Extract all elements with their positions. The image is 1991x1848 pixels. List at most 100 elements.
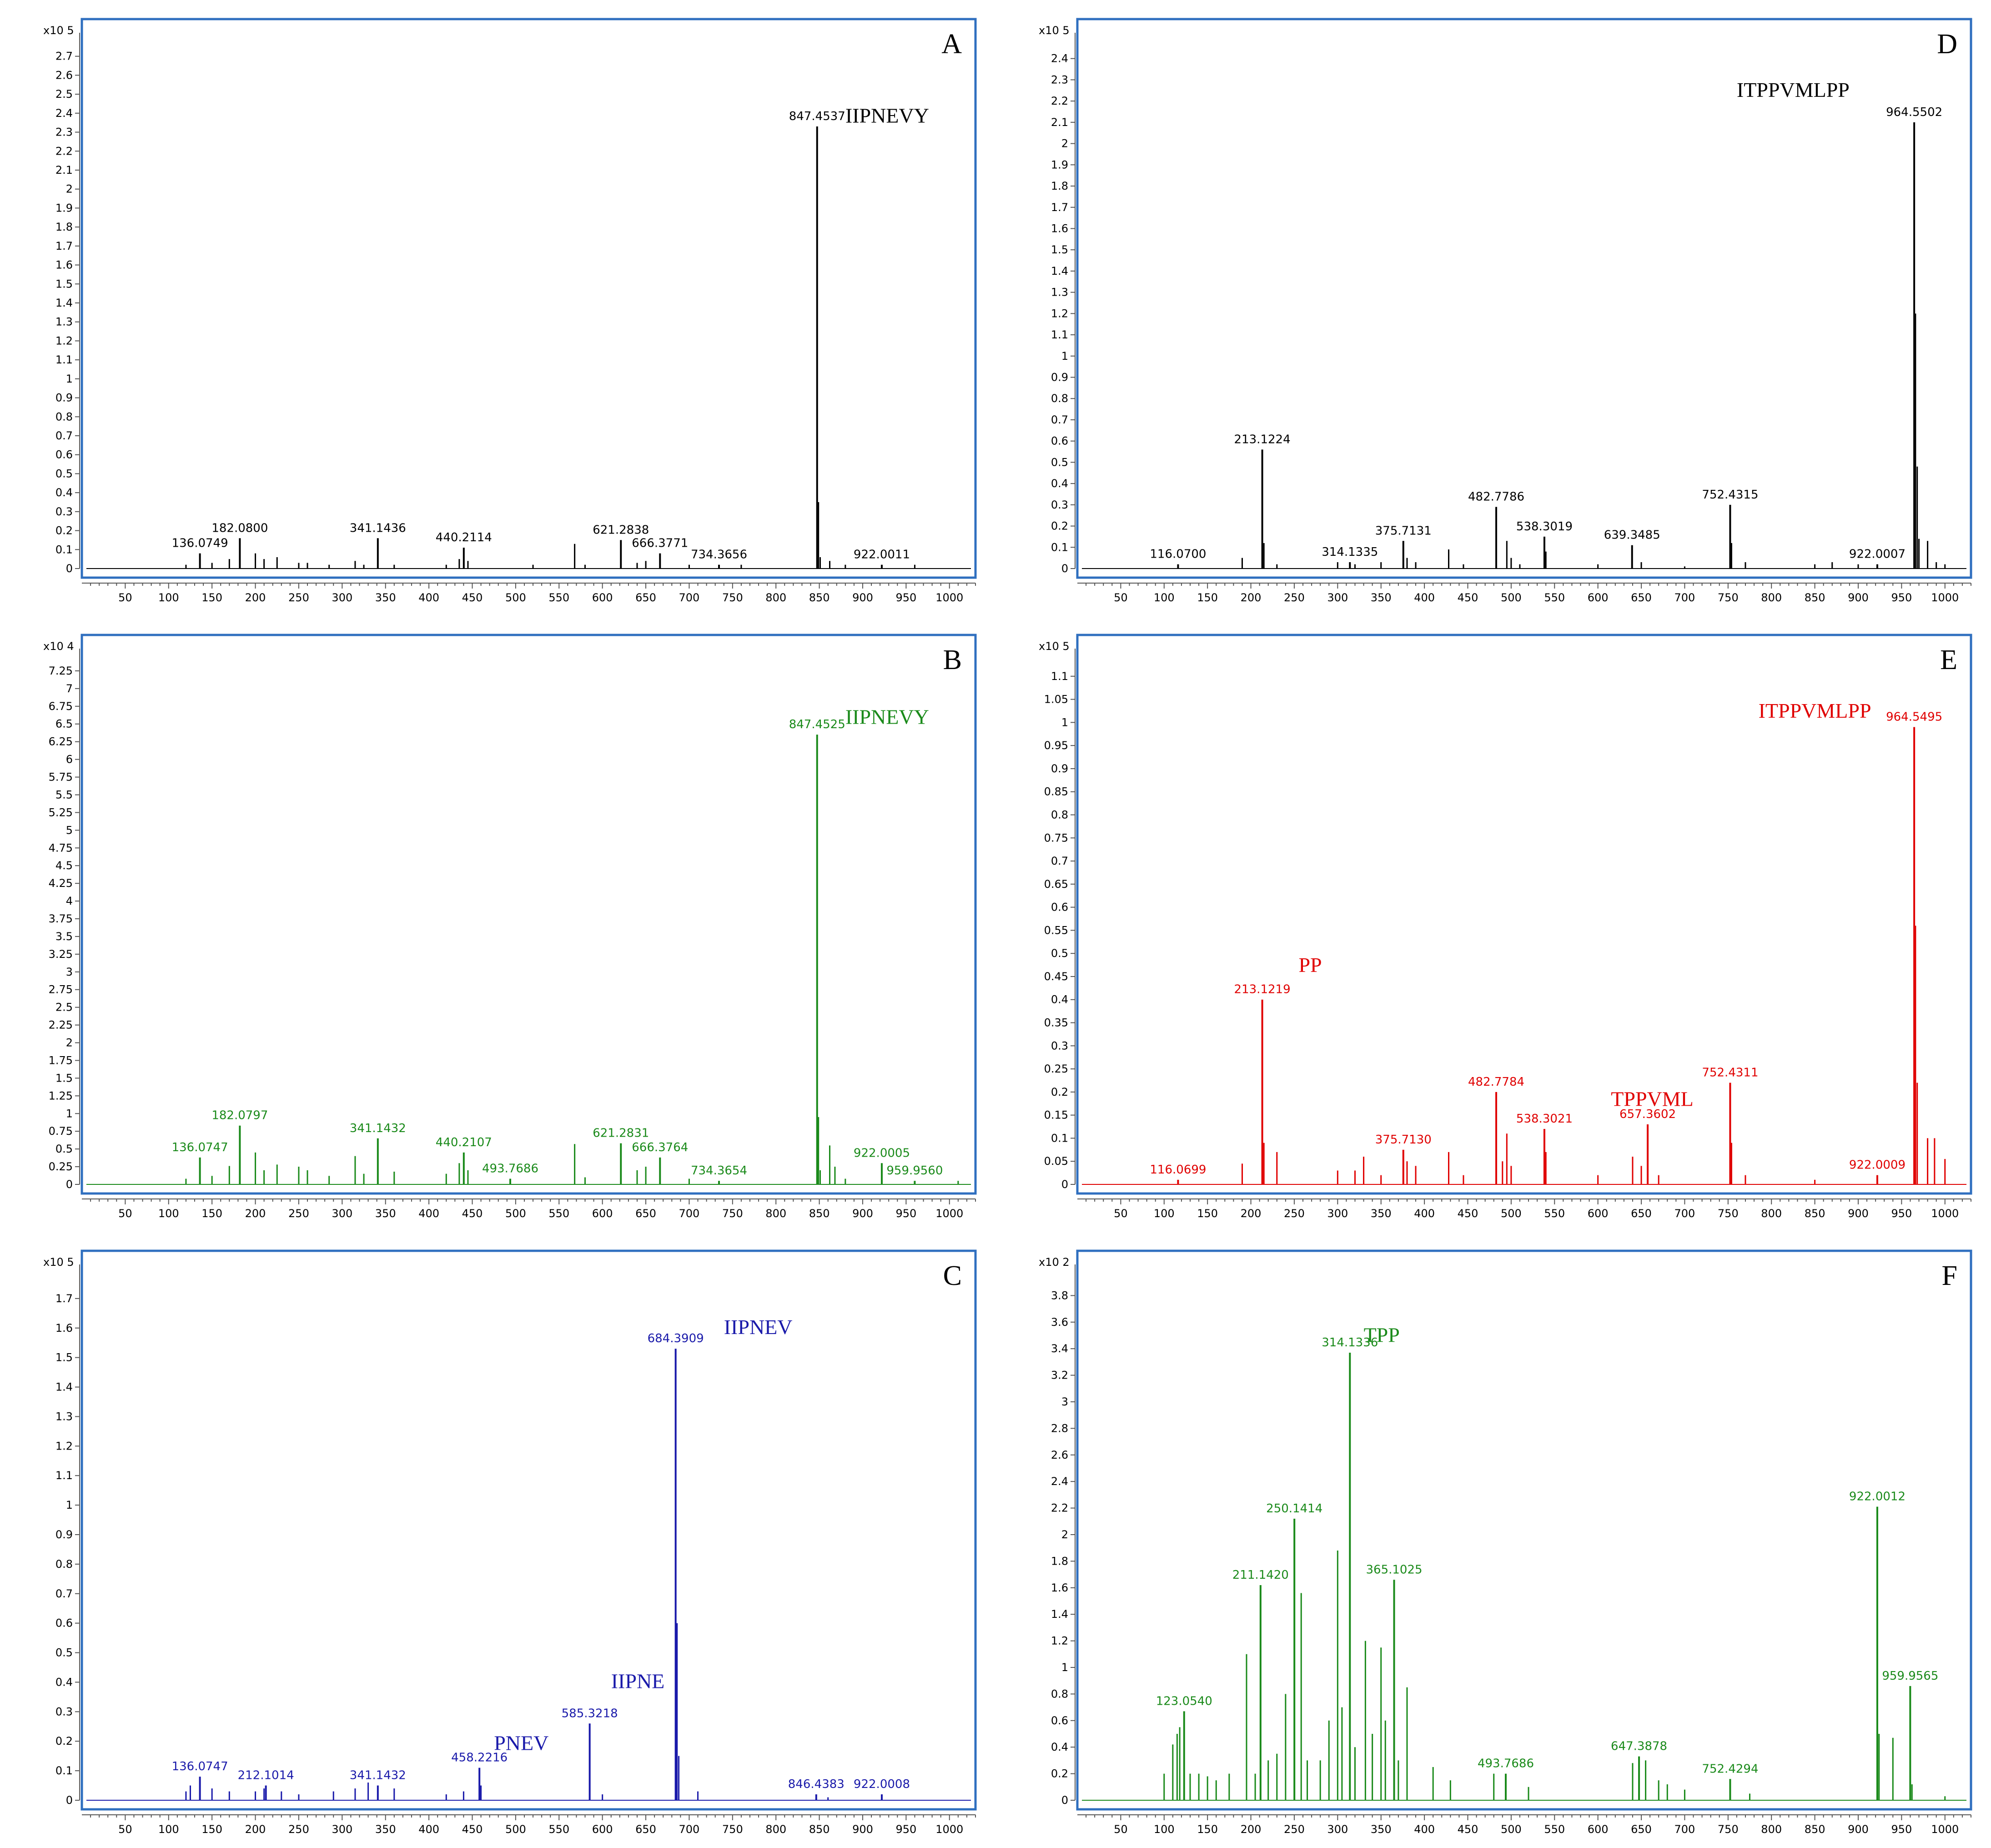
y-tick-label: 0 <box>1061 1794 1068 1807</box>
x-tick-label: 750 <box>1718 1207 1739 1220</box>
x-tick-label: 600 <box>592 1207 613 1220</box>
y-tick-label: 0.4 <box>1051 993 1068 1006</box>
x-tick-label: 450 <box>1458 591 1478 604</box>
y-tick-label: 0.5 <box>1051 947 1068 960</box>
y-exponent-label: x10 4 <box>43 640 74 653</box>
y-tick-label: 1.8 <box>55 221 73 233</box>
y-tick-label: 1.6 <box>55 259 73 272</box>
y-tick-label: 2.8 <box>1051 1422 1068 1435</box>
y-tick-label: 7.25 <box>49 665 73 677</box>
y-exponent-label: x10 5 <box>43 24 74 37</box>
x-tick-label: 950 <box>1891 591 1912 604</box>
y-tick-label: 2.5 <box>55 1001 73 1014</box>
y-tick-label: 0.1 <box>1051 1132 1068 1144</box>
y-tick-label: 0.3 <box>1051 1039 1068 1052</box>
peak-label: 212.1014 <box>238 1769 294 1783</box>
x-tick-label: 950 <box>895 1823 916 1836</box>
y-tick-label: 1 <box>1061 1661 1068 1674</box>
x-tick-label: 200 <box>1241 1823 1262 1836</box>
x-tick-label: 300 <box>332 1207 352 1220</box>
peak-label: 847.4525 <box>789 718 845 731</box>
peak-label: 847.4537 <box>789 110 845 123</box>
x-tick-label: 1000 <box>1931 1207 1959 1220</box>
x-tick-label: 400 <box>418 591 439 604</box>
x-tick-label: 50 <box>1114 591 1128 604</box>
y-tick-label: 0.05 <box>1044 1155 1068 1168</box>
y-tick-label: 4.25 <box>49 877 73 890</box>
x-tick-label: 150 <box>1197 591 1218 604</box>
peak-label: 538.3021 <box>1516 1112 1573 1126</box>
spectrum-panel-f: x10 2 0 0.2 0.4 0.6 0.8 1 1.2 1.4 1.6 1.8 2 2.2 2.4 2.… <box>996 1232 1987 1843</box>
peak-label: 365.1025 <box>1366 1563 1422 1576</box>
y-tick-label: 7 <box>66 682 73 695</box>
y-tick-label: 2 <box>1061 1528 1068 1541</box>
peak-label: 621.2838 <box>593 523 649 537</box>
y-tick-label: 1.4 <box>1051 265 1068 277</box>
plot-frame <box>80 18 977 579</box>
y-tick-label: 2 <box>1061 137 1068 150</box>
y-tick-label: 2.3 <box>55 126 73 139</box>
peak-label: 314.1336 <box>1322 1336 1378 1349</box>
x-tick-label: 850 <box>1805 1823 1825 1836</box>
x-tick-label: 50 <box>118 1823 132 1836</box>
x-tick-label: 100 <box>158 1207 179 1220</box>
x-tick-label: 1000 <box>1931 1823 1959 1836</box>
panel-letter: B <box>943 645 962 675</box>
spectrum-panel-c: x10 5 0 0.1 0.2 0.3 0.4 0.5 0.6 0.7 0.8 0.9 1 1.1 1.2… <box>0 1232 991 1843</box>
peak-label: 493.7686 <box>1478 1757 1534 1771</box>
x-tick-label: 900 <box>852 1823 873 1836</box>
peptide-annotation: TPP <box>1364 1324 1400 1347</box>
peak-label: 734.3654 <box>691 1164 747 1178</box>
panel-letter: A <box>941 29 962 60</box>
y-tick-label: 1.6 <box>1051 222 1068 235</box>
x-tick-label: 300 <box>332 591 352 604</box>
y-tick-label: 0.2 <box>1051 1767 1068 1780</box>
y-tick-label: 0.5 <box>1051 456 1068 468</box>
y-tick-label: 0.15 <box>1044 1109 1068 1122</box>
x-tick-label: 600 <box>592 591 613 604</box>
y-tick-label: 0.4 <box>55 1676 73 1688</box>
peak-label: 123.0540 <box>1156 1694 1212 1708</box>
x-tick-label: 600 <box>1588 1207 1609 1220</box>
peak-label: 959.9560 <box>886 1164 943 1178</box>
x-tick-label: 350 <box>1371 1207 1392 1220</box>
x-tick-label: 500 <box>1501 1823 1522 1836</box>
y-tick-label: 0.2 <box>1051 520 1068 533</box>
panel-letter: E <box>1940 645 1957 675</box>
peak-label: 959.9565 <box>1882 1669 1938 1683</box>
y-tick-label: 0.6 <box>55 1617 73 1630</box>
peak-label: 922.0005 <box>854 1146 910 1160</box>
peak-label: 538.3019 <box>1516 520 1573 534</box>
x-tick-label: 1000 <box>1931 591 1959 604</box>
y-tick-label: 0.75 <box>49 1125 73 1138</box>
y-tick-label: 0.9 <box>55 392 73 404</box>
y-tick-label: 2.7 <box>55 50 73 63</box>
peak-label: 964.5495 <box>1886 710 1942 724</box>
y-tick-label: 0.6 <box>1051 901 1068 914</box>
x-tick-label: 750 <box>1718 1823 1739 1836</box>
peak-label: 922.0009 <box>1849 1158 1906 1172</box>
x-tick-label: 200 <box>1241 591 1262 604</box>
peak-label: 585.3218 <box>562 1707 618 1720</box>
y-tick-label: 0.8 <box>1051 1687 1068 1700</box>
x-tick-label: 200 <box>245 1207 266 1220</box>
x-tick-label: 450 <box>462 1823 483 1836</box>
y-tick-label: 3.25 <box>49 948 73 961</box>
y-tick-label: 1.75 <box>49 1054 73 1067</box>
x-tick-label: 200 <box>1241 1207 1262 1220</box>
y-tick-label: 2.4 <box>55 107 73 120</box>
x-tick-label: 550 <box>548 591 569 604</box>
spectrum-svg: x10 5 0 0.05 0.1 0.15 0.2 0.25 0.3 0.35 0.4 0.45 0.… <box>1039 634 1972 1220</box>
y-tick-label: 2.6 <box>55 69 73 81</box>
y-tick-label: 2.75 <box>49 983 73 996</box>
x-tick-label: 50 <box>118 591 132 604</box>
peak-label: 182.0797 <box>211 1109 268 1123</box>
peak-label: 922.0011 <box>854 548 910 562</box>
x-tick-label: 850 <box>1805 591 1825 604</box>
y-tick-label: 2.4 <box>1051 52 1068 65</box>
y-tick-label: 1 <box>1061 716 1068 729</box>
x-tick-label: 50 <box>118 1207 132 1220</box>
spectrum-panel-e: x10 5 0 0.05 0.1 0.15 0.2 0.25 0.3 0.35 0.4 0.45 0.… <box>996 616 1987 1228</box>
y-tick-label: 0.5 <box>55 1143 73 1155</box>
y-tick-label: 0.8 <box>55 1558 73 1571</box>
